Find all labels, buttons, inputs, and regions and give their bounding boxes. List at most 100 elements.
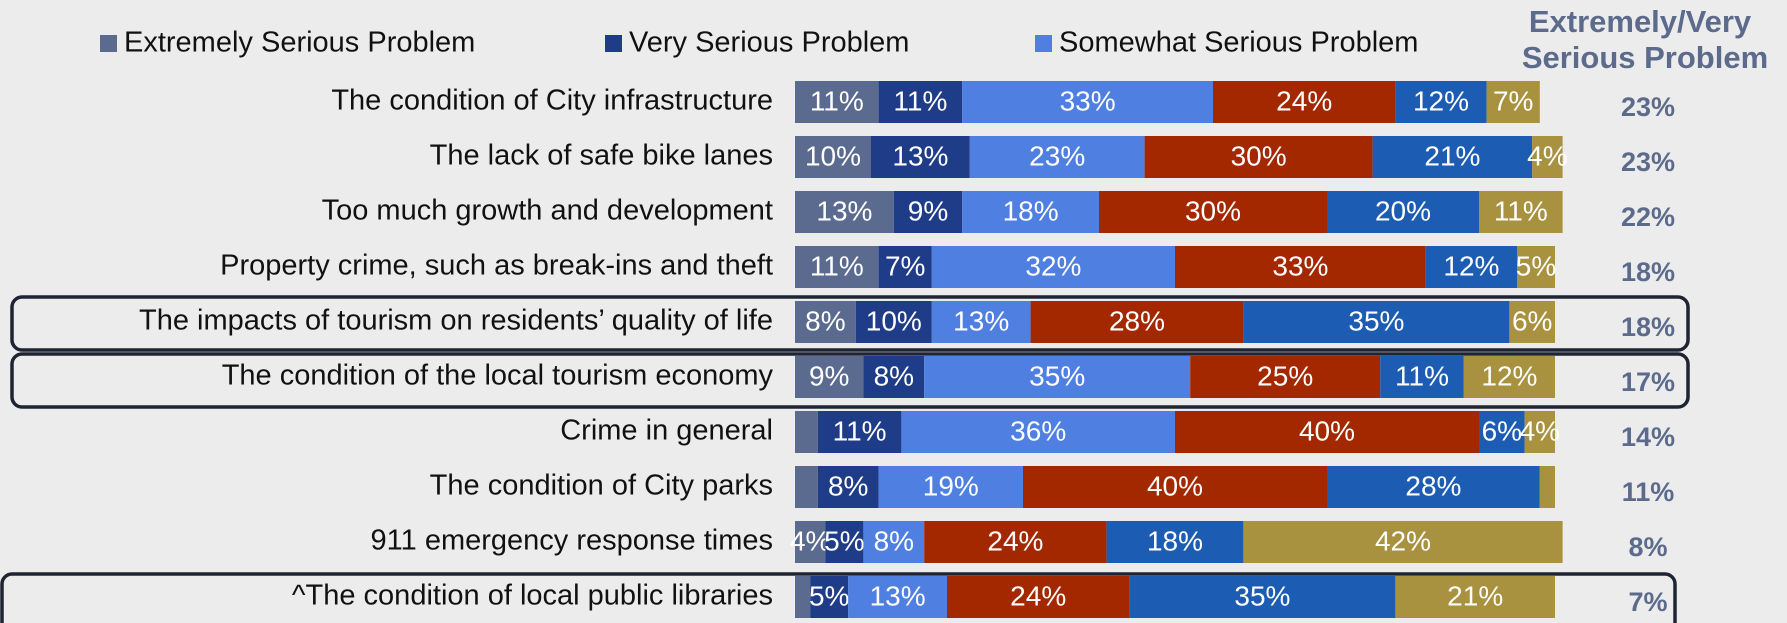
legend-swatch [100,35,117,52]
category-label: ^The condition of local public libraries [292,580,773,612]
bar-segment [931,246,1175,288]
data-label: 40% [1147,470,1203,501]
data-label: 18% [1003,195,1059,226]
data-label: 13% [953,305,1009,336]
data-label: 28% [1405,470,1461,501]
summary-value: 22% [1621,202,1675,232]
data-label: 19% [923,470,979,501]
bar-segment [1539,466,1555,508]
category-label: 911 emergency response times [371,525,773,557]
bar-segment [1144,136,1373,178]
data-label: 24% [1276,85,1332,116]
bar-segment [871,136,970,178]
data-label: 11% [1494,195,1548,226]
summary-value: 23% [1621,92,1675,122]
data-label: 18% [1147,525,1203,556]
bar-segment [795,191,894,233]
bar-segment [795,466,818,508]
data-label: 13% [870,580,926,611]
category-label: The condition of City infrastructure [331,85,773,117]
bar-segment [1380,356,1464,398]
bar-segment [855,301,932,343]
data-label: 12% [1413,85,1469,116]
bar-segment [795,576,811,618]
data-label: 28% [1109,305,1165,336]
data-label: 23% [1029,140,1085,171]
bar-segment [1175,411,1479,453]
bar-segment [1479,411,1525,453]
data-label: 30% [1185,195,1241,226]
data-label: 11% [810,250,864,281]
bar-segment [962,81,1213,123]
data-label: 6% [1482,415,1522,446]
data-label: 4% [1527,140,1567,171]
bar-segment [863,356,925,398]
bar-segment [931,301,1031,343]
bar-segment [1129,576,1396,618]
bar-segment [863,521,925,563]
bar-segment [825,521,864,563]
bar-segment [1524,411,1555,453]
data-label: 24% [987,525,1043,556]
bar-segment [1327,466,1540,508]
bar-segment [1243,521,1563,563]
bar-segment [969,136,1145,178]
data-label: 10% [805,140,861,171]
legend-label: Extremely Serious Problem [124,27,475,59]
data-label: 5% [1516,250,1556,281]
data-label: 33% [1272,250,1328,281]
bar-segment [795,356,864,398]
bar-segment [924,356,1191,398]
bar-segment [878,246,932,288]
summary-value: 17% [1621,367,1675,397]
bar-segment [901,411,1175,453]
bar-segment [962,191,1099,233]
bar-segment [1190,356,1381,398]
bar-segment [1023,466,1327,508]
bar-segment [1327,191,1479,233]
summary-title: Extremely/Very [1529,4,1752,39]
bar-segment [795,246,879,288]
bar-segment [1030,301,1244,343]
data-label: 21% [1447,580,1503,611]
bar-segment [795,81,879,123]
summary-value: 14% [1621,422,1675,452]
data-label: 10% [866,305,922,336]
highlight-box [10,352,1690,409]
data-label: 5% [809,580,849,611]
bar-segment [1106,521,1244,563]
bar-segment [947,576,1130,618]
category-label: The impacts of tourism on residents’ qua… [139,305,773,337]
data-label: 12% [1443,250,1499,281]
data-label: 7% [1493,85,1533,116]
bar-segment [810,576,849,618]
bar-segment [1486,81,1540,123]
data-label: 25% [1257,360,1313,391]
data-label: 8% [874,525,914,556]
summary-value: 18% [1621,257,1675,287]
category-label: The lack of safe bike lanes [430,140,773,172]
bar-segment [795,411,818,453]
bar-segment [1479,191,1563,233]
data-label: 21% [1424,140,1480,171]
bar-segment [1395,81,1487,123]
summary-value: 18% [1621,312,1675,342]
bar-segment [893,191,963,233]
summary-value: 11% [1622,477,1675,507]
bar-segment [817,411,902,453]
highlight-box [10,295,1690,352]
data-label: 20% [1375,195,1431,226]
data-label: 6% [1512,305,1552,336]
bar-segment [795,136,871,178]
bar-segment [1395,576,1555,618]
data-label: 11% [1395,360,1449,391]
data-label: 35% [1234,580,1290,611]
data-label: 11% [893,85,947,116]
data-label: 42% [1375,525,1431,556]
bar-segment [878,81,963,123]
data-label: 36% [1010,415,1066,446]
data-label: 30% [1231,140,1287,171]
legend-swatch [605,35,622,52]
legend-label: Somewhat Serious Problem [1059,27,1418,59]
data-label: 9% [809,360,849,391]
